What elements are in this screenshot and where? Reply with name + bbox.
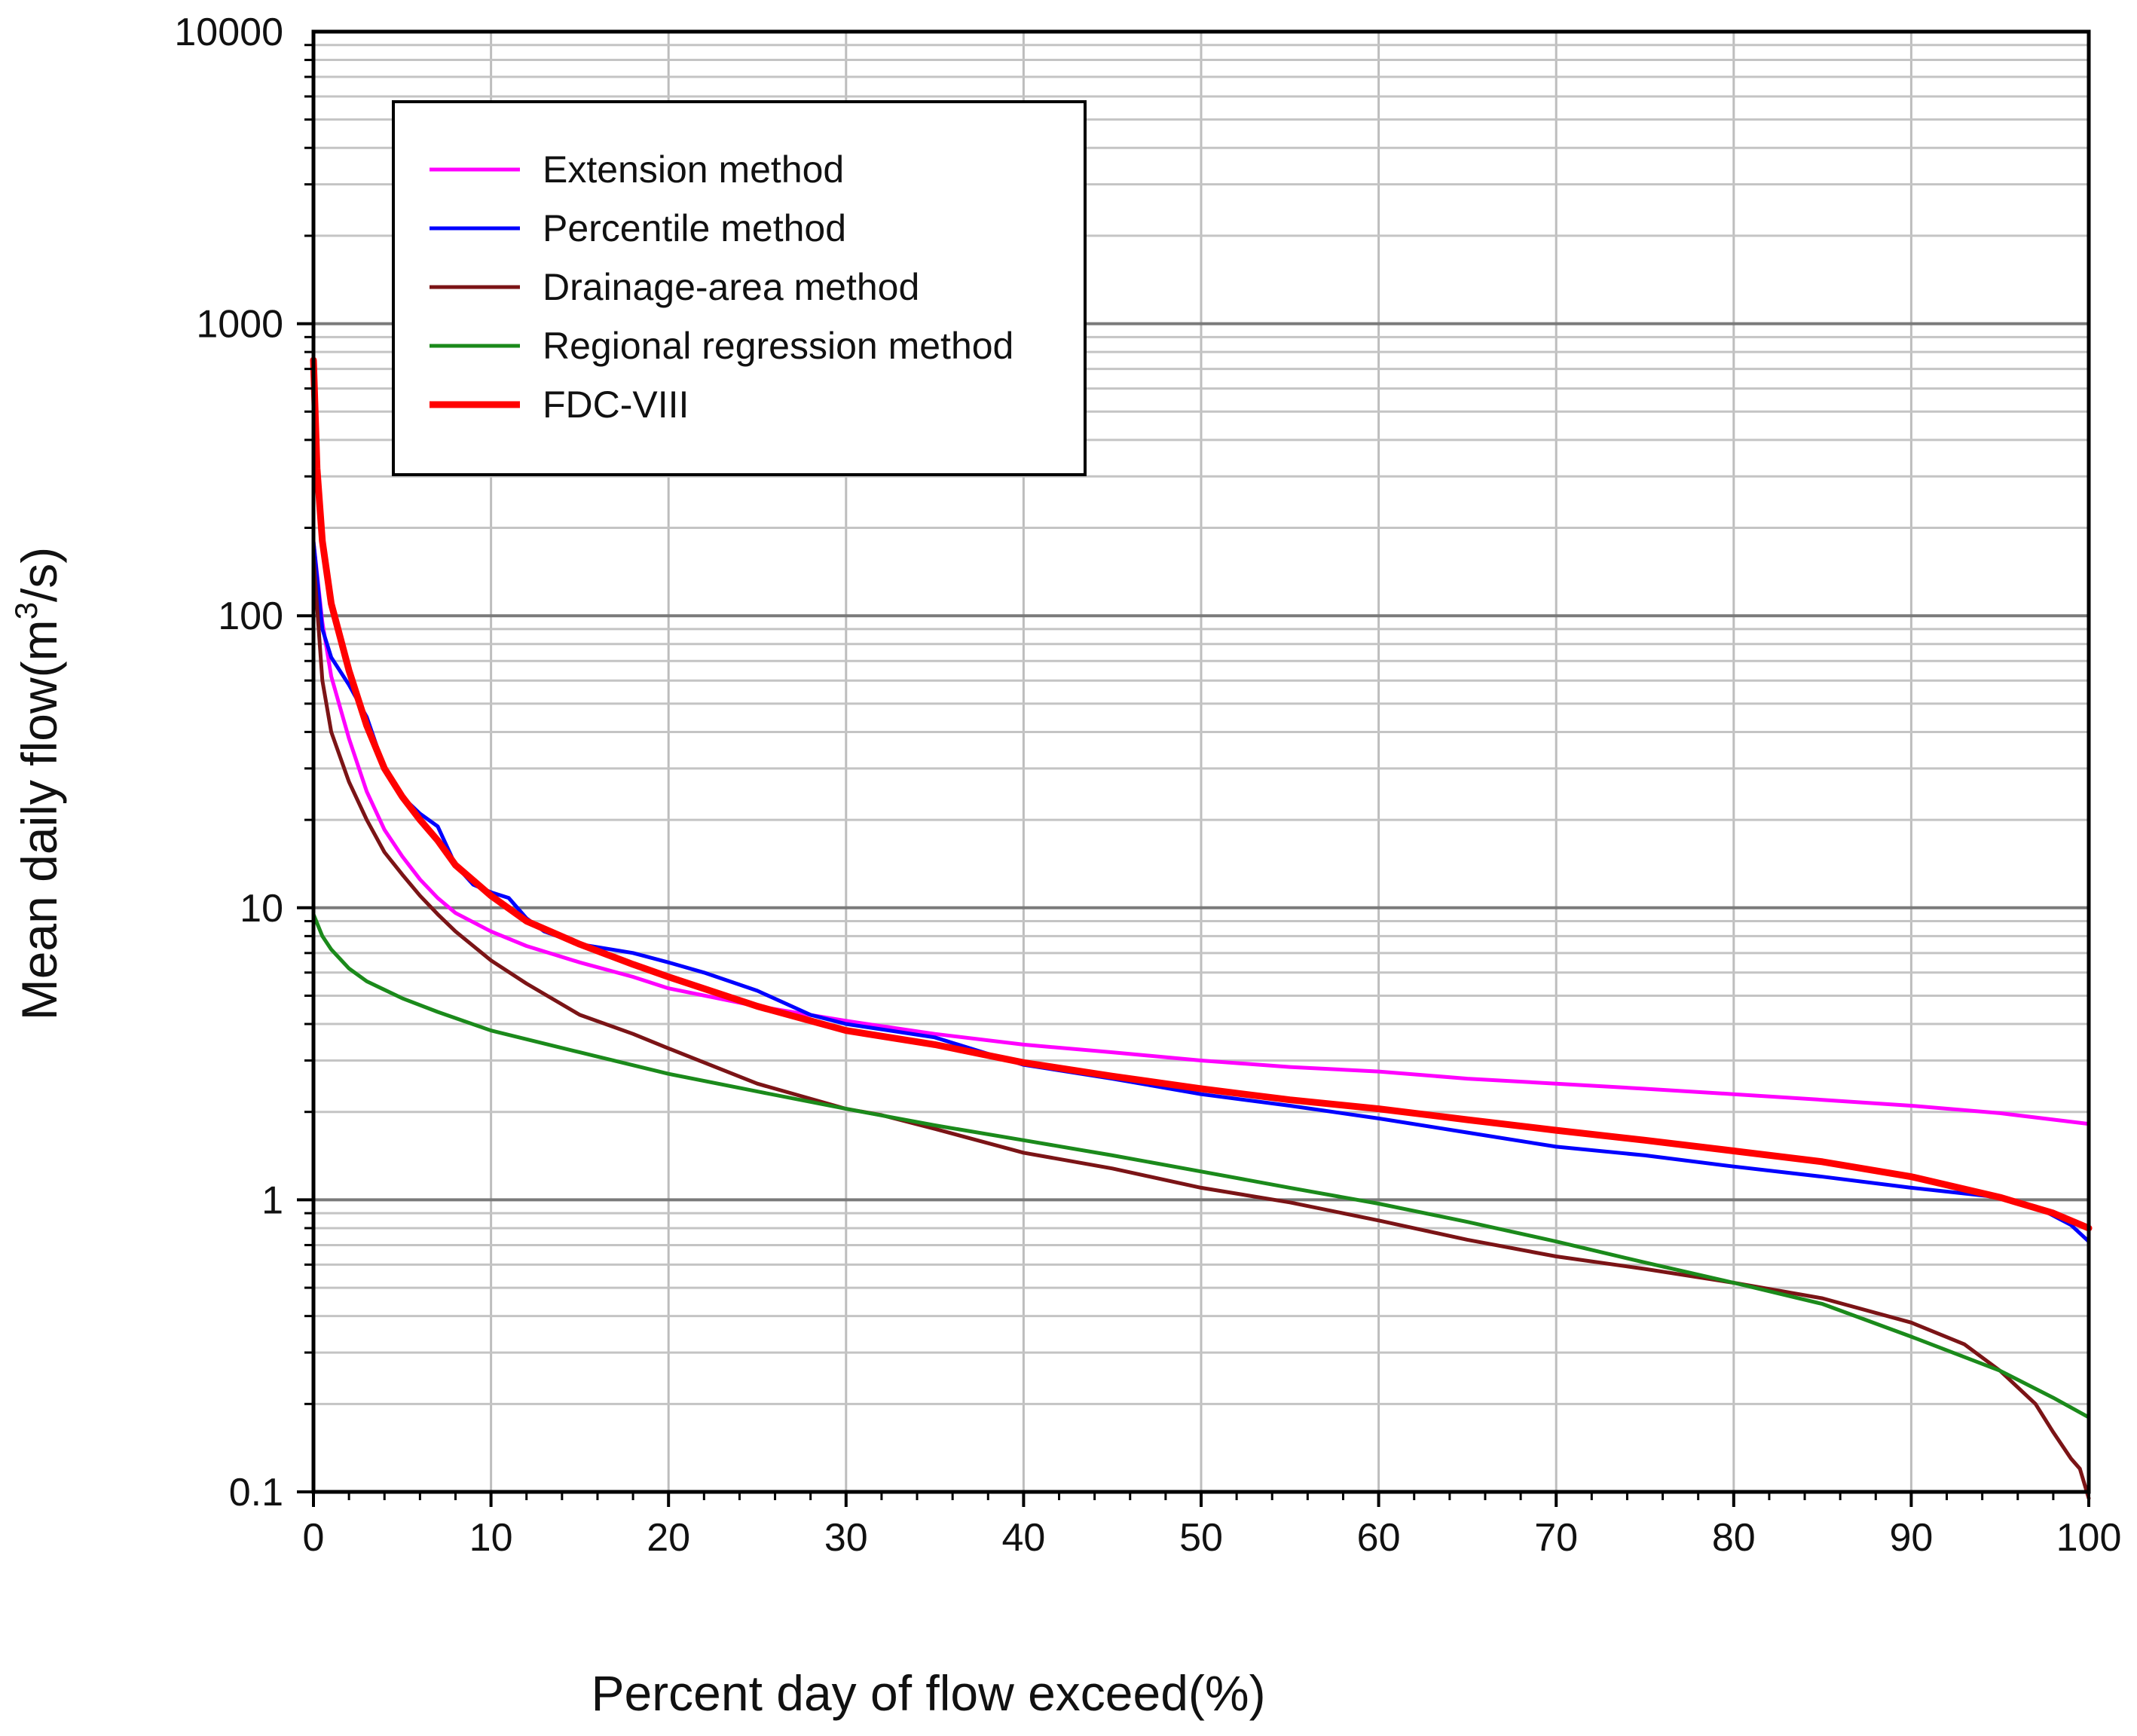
- y-tick-label: 1000: [196, 303, 283, 347]
- y-tick-label: 10000: [174, 11, 283, 54]
- x-tick-label: 30: [824, 1516, 868, 1560]
- legend-label-drainage-area-method: Drainage-area method: [543, 266, 919, 308]
- x-tick-label: 0: [303, 1516, 325, 1560]
- y-tick-label: 1: [261, 1178, 283, 1222]
- series-line-drainage-area-method: [311, 554, 2091, 1501]
- x-tick-labels: 0 10 20 30 40 50 60 70 80 90 100: [303, 1516, 2122, 1560]
- series-line-fdc-viii: [310, 356, 2093, 1232]
- y-tick-labels: 0.1 1 10 100 1000 10000: [174, 11, 283, 1514]
- x-tick-label: 50: [1179, 1516, 1223, 1560]
- legend: Extension method Percentile method Drainag…: [392, 100, 1087, 476]
- legend-label-percentile-method: Percentile method: [543, 207, 846, 249]
- x-tick-label: 20: [647, 1516, 690, 1560]
- legend-label-regional-regression-method: Regional regression method: [543, 325, 1013, 367]
- x-tick-label: 70: [1534, 1516, 1578, 1560]
- y-axis-title-tail: /s): [11, 547, 67, 602]
- y-tick-label: 100: [218, 594, 283, 638]
- y-tick-label: 0.1: [229, 1471, 283, 1514]
- series-line-regional-regression-method: [311, 912, 2091, 1420]
- x-tick-label: 40: [1001, 1516, 1045, 1560]
- major-gridlines: [313, 322, 2089, 1202]
- legend-label-extension-method: Extension method: [543, 148, 844, 191]
- y-axis-title-main: Mean daily flow(m: [11, 619, 67, 1020]
- legend-items: Extension method Percentile method Drainag…: [430, 148, 1013, 426]
- series-layer: [310, 356, 2093, 1501]
- x-axis-title: Percent day of flow exceed(%): [591, 1665, 1265, 1721]
- y-axis-title-superscript: 3: [8, 602, 44, 619]
- x-tick-label: 10: [469, 1516, 513, 1560]
- x-tick-label: 90: [1889, 1516, 1933, 1560]
- legend-label-fdc-viii: FDC-VIII: [543, 384, 689, 426]
- y-axis-title: Mean daily flow(m3/s): [8, 547, 67, 1021]
- y-tick-label: 10: [240, 887, 283, 931]
- axis-tick-marks: [297, 44, 2090, 1507]
- x-tick-label: 100: [2056, 1516, 2122, 1560]
- x-tick-label: 60: [1357, 1516, 1401, 1560]
- x-tick-label: 80: [1712, 1516, 1756, 1560]
